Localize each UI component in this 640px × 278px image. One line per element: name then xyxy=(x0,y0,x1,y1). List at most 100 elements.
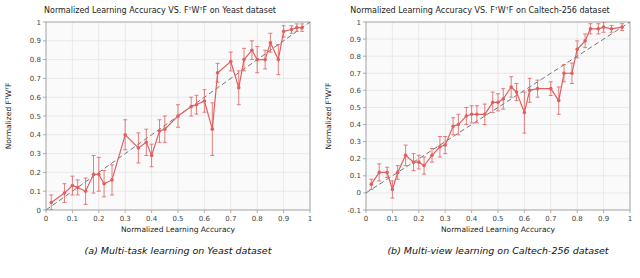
tick-mark xyxy=(43,153,46,154)
error-bar xyxy=(501,89,505,110)
tick-label: 0.1 xyxy=(30,188,41,196)
point xyxy=(76,186,80,190)
point xyxy=(412,160,416,164)
point xyxy=(457,123,461,127)
point xyxy=(84,189,88,193)
grid-line xyxy=(46,172,310,173)
error-bar xyxy=(430,148,434,162)
tick-label: 0.1 xyxy=(387,215,398,223)
error-bar xyxy=(404,145,408,166)
tick-label: 0.9 xyxy=(350,36,361,44)
point xyxy=(620,25,624,29)
error-bar xyxy=(417,155,421,169)
point xyxy=(602,25,606,29)
tick-label: 0.1 xyxy=(350,172,361,180)
error-bar xyxy=(295,24,299,32)
panel: Normalized Learning Accuracy VS. FᵀWᵀF o… xyxy=(324,6,632,256)
tick-mark xyxy=(43,210,46,211)
point xyxy=(49,201,53,205)
point xyxy=(237,86,241,90)
point xyxy=(570,71,574,75)
point xyxy=(475,112,479,116)
tick-mark xyxy=(418,210,419,213)
data-line xyxy=(51,28,302,203)
error-bar xyxy=(163,116,167,142)
tick-mark xyxy=(445,210,446,213)
point xyxy=(610,27,614,31)
error-bar xyxy=(158,120,162,143)
reference-line xyxy=(46,22,310,210)
point xyxy=(377,171,381,175)
error-bar xyxy=(282,26,286,37)
point xyxy=(536,87,540,91)
tick-label: 1 xyxy=(37,19,41,27)
tick-mark xyxy=(363,56,366,57)
grid-line xyxy=(366,90,630,91)
tick-mark xyxy=(363,39,366,40)
point xyxy=(295,26,299,30)
point xyxy=(557,99,561,103)
tick-mark xyxy=(98,210,99,213)
tick-mark xyxy=(230,210,231,213)
tick-label: 0.5 xyxy=(492,215,503,223)
frame xyxy=(366,22,630,210)
point xyxy=(195,103,199,107)
error-bar xyxy=(496,94,500,111)
error-bar xyxy=(210,103,214,156)
point xyxy=(515,90,519,94)
error-bar xyxy=(412,154,416,171)
tick-mark xyxy=(43,78,46,79)
tick-label: 0.3 xyxy=(30,150,41,158)
tick-label: 0.8 xyxy=(30,56,41,64)
point xyxy=(71,184,75,188)
error-bar xyxy=(263,50,267,69)
tick-mark xyxy=(283,210,284,213)
point xyxy=(589,27,593,31)
error-bar xyxy=(110,165,114,195)
frame xyxy=(46,22,310,210)
point xyxy=(597,27,601,31)
tick-mark xyxy=(43,97,46,98)
error-bar xyxy=(290,26,294,34)
panel: Normalized Learning Accuracy VS. FᵀWᵀF o… xyxy=(4,6,312,256)
point xyxy=(562,71,566,75)
grid-line xyxy=(366,141,630,142)
point xyxy=(549,87,553,91)
tick-label: 0.9 xyxy=(598,215,609,223)
point xyxy=(277,58,281,62)
error-bar xyxy=(509,77,513,98)
error-bar xyxy=(268,33,272,52)
point xyxy=(528,89,532,93)
point xyxy=(216,71,220,75)
error-bar xyxy=(123,120,127,150)
grid-line xyxy=(366,56,630,57)
tick-mark xyxy=(363,73,366,74)
error-bar xyxy=(570,63,574,84)
error-bar xyxy=(475,106,479,123)
error-bar xyxy=(575,41,579,58)
tick-mark xyxy=(151,210,152,213)
tick-label: 0.7 xyxy=(545,215,556,223)
tick-label: 0.9 xyxy=(30,37,41,45)
tick-mark xyxy=(363,210,366,211)
grid-line xyxy=(418,22,419,210)
tick-label: 0.4 xyxy=(466,215,478,223)
error-bar xyxy=(483,104,487,125)
tick-mark xyxy=(363,22,366,23)
error-bar xyxy=(255,46,259,72)
x-axis-label: Normalized Learning Accuracy xyxy=(441,225,556,234)
error-bar xyxy=(583,34,587,48)
error-bar xyxy=(536,80,540,97)
tick-mark xyxy=(257,210,258,213)
point xyxy=(229,60,233,64)
title: Normalized Learning Accuracy VS. FᵀWᵀF o… xyxy=(44,6,276,15)
error-bar xyxy=(528,78,532,102)
point xyxy=(391,188,395,192)
tick-label: 0.7 xyxy=(350,70,361,78)
tick-label: -0.1 xyxy=(347,207,361,215)
error-bar xyxy=(102,171,106,197)
error-bar xyxy=(150,144,154,167)
point xyxy=(496,101,500,105)
point xyxy=(137,146,141,150)
point xyxy=(451,124,455,128)
